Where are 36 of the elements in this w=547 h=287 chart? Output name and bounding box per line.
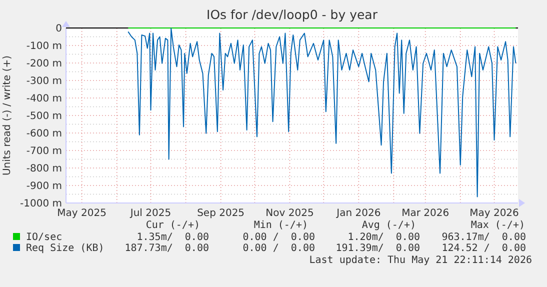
legend-label: IO/sec (26, 232, 62, 243)
text: 187.73m/ 0.00 (124, 243, 209, 254)
y-tick-label: -100 m (26, 41, 62, 52)
y-tick-label: -200 m (26, 58, 62, 70)
x-tick-label: May 2026 (470, 208, 519, 219)
text: Cur (-/+) (146, 220, 200, 231)
chart-title: IOs for /dev/loop0 - by year (206, 7, 378, 22)
text: 0.00 / 0.00 (242, 232, 315, 243)
x-tick-label: Mar 2026 (402, 208, 450, 219)
y-tick-label: -800 m (26, 164, 62, 174)
x-tick-label: Jan 2026 (336, 208, 381, 219)
x-tick-label: Nov 2025 (266, 208, 314, 219)
legend-label: Req Size (KB) (26, 243, 104, 254)
text: Max (-/+) (470, 220, 525, 231)
y-tick-label: -1000 m (20, 198, 62, 210)
y-tick-label: -300 m (26, 76, 62, 87)
text: Last update: Thu May 21 22:11:14 2026 (309, 255, 532, 266)
text: 1.20m/ 0.00 (348, 232, 420, 243)
text: 1.35m/ 0.00 (136, 232, 209, 243)
x-tick-label: Jul 2025 (129, 208, 172, 219)
text: Avg (-/+) (362, 220, 416, 231)
y-tick-label: -900 m (26, 181, 62, 192)
y-tick-label: -400 m (26, 94, 62, 104)
line-series (128, 28, 516, 198)
text: 0.00 / 0.00 (242, 243, 315, 254)
y-axis-title: Units read (-) / write (+) (2, 55, 13, 176)
text: 191.39m/ 0.00 (336, 243, 420, 254)
text: 124.52 / 0.00 (442, 243, 526, 254)
text: 963.17m/ 0.00 (442, 232, 526, 243)
x-tick-label: May 2025 (57, 208, 106, 219)
text: Min (-/+) (254, 220, 308, 231)
y-tick-label: -500 m (26, 111, 62, 122)
x-tick-label: Sep 2025 (197, 208, 245, 219)
y-tick-label: -700 m (26, 146, 62, 157)
y-tick-label: -600 m (26, 128, 62, 140)
y-tick-label: 0 (56, 24, 62, 34)
